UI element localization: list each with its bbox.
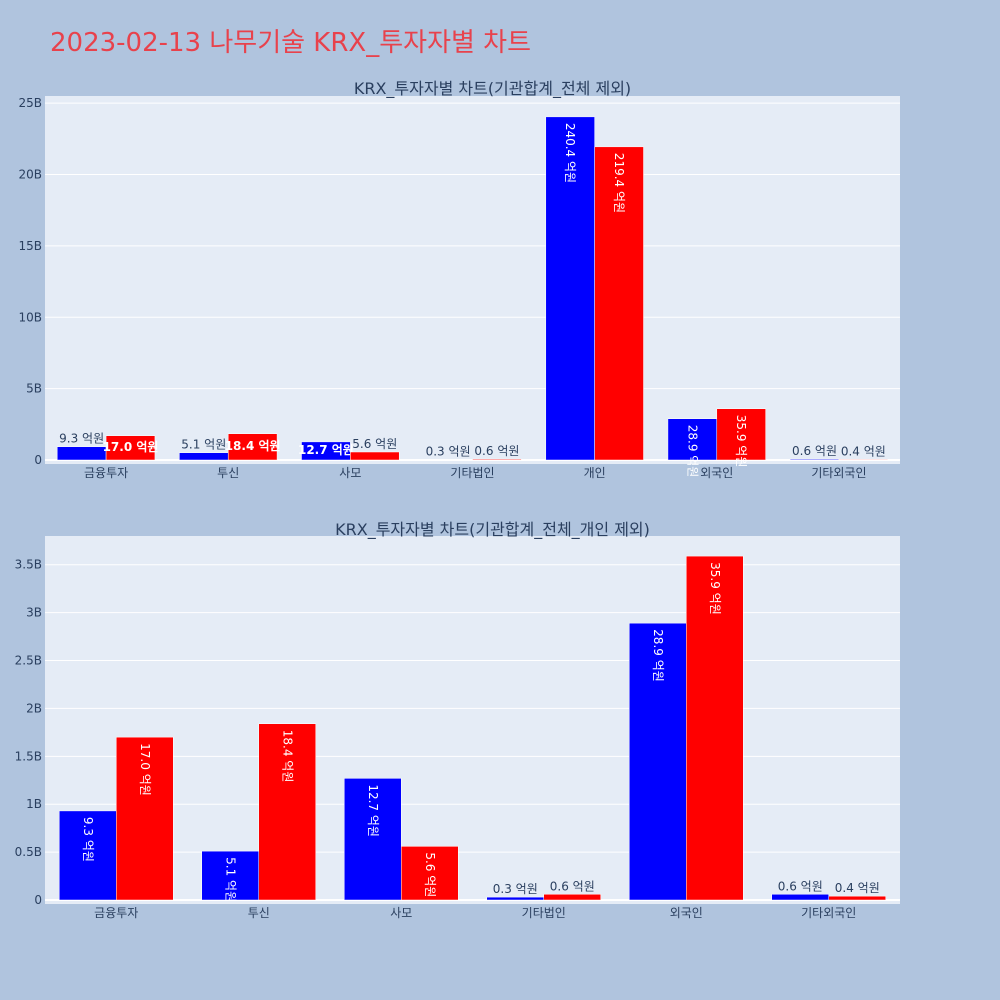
chart-1: 0 5B 10B 15B 20B 25B KRX_투자자별 차트(기관합계_전체 제외) 금융…	[18, 79, 900, 480]
x-tick-label: 기타외국인	[811, 466, 866, 480]
data-label: 9.3 억원	[81, 817, 95, 862]
chart-title: KRX_투자자별 차트(기관합계_전체 제외)	[354, 79, 631, 99]
y-tick-label: 0.5B	[15, 845, 42, 859]
y-tick-label: 10B	[18, 310, 42, 324]
data-label: 17.0 억원	[103, 440, 159, 454]
bar-sell	[594, 146, 644, 461]
data-label: 0.4 억원	[835, 881, 880, 895]
data-label: 18.4 억원	[280, 730, 294, 783]
bar-sell	[686, 555, 744, 901]
bar-sell	[401, 846, 459, 901]
data-label: 17.0 억원	[138, 743, 152, 796]
bar-buy	[56, 446, 107, 461]
bar-buy	[344, 778, 402, 901]
bar-sell	[227, 433, 278, 461]
bar-buy	[59, 810, 117, 901]
data-label: 5.1 억원	[181, 438, 226, 452]
bar-sell	[105, 435, 156, 461]
data-label: 240.4 억원	[563, 123, 577, 183]
bar-buy	[667, 418, 718, 461]
data-label: 18.4 억원	[225, 439, 281, 453]
y-tick-label: 3B	[26, 606, 42, 620]
data-label: 28.9 억원	[651, 629, 665, 682]
bar-sell	[716, 408, 766, 461]
data-label: 28.9 억원	[685, 425, 699, 478]
bar-buy	[201, 850, 259, 901]
data-label: 5.6 억원	[352, 437, 397, 451]
bar-sell	[116, 736, 174, 901]
data-label: 0.6 억원	[550, 879, 595, 893]
bar-sell	[258, 723, 316, 901]
data-label: 0.6 억원	[474, 444, 519, 458]
y-tick-label: 5B	[26, 382, 42, 396]
y-tick-label: 25B	[18, 96, 42, 110]
data-label: 219.4 억원	[612, 153, 626, 213]
bar-buy	[545, 116, 595, 461]
y-tick-label: 0	[34, 893, 42, 907]
page-title: 2023-02-13 나무기술 KRX_투자자별 차트	[50, 28, 532, 58]
bar-buy	[301, 441, 351, 461]
x-tick-label: 기타외국인	[801, 906, 856, 920]
data-label: 5.6 억원	[423, 852, 437, 897]
x-tick-label: 투신	[248, 906, 270, 920]
bar-buy	[423, 459, 473, 461]
bar-buy	[771, 894, 829, 901]
bar-sell	[543, 894, 601, 901]
x-tick-label: 금융투자	[84, 466, 128, 480]
bar-buy	[486, 896, 544, 901]
y-tick-label: 15B	[18, 239, 42, 253]
chart-title: KRX_투자자별 차트(기관합계_전체_개인 제외)	[335, 520, 650, 540]
bar-buy	[179, 452, 229, 461]
data-label: 0.6 억원	[778, 879, 823, 893]
plot-area	[45, 536, 900, 904]
data-label: 0.3 억원	[493, 882, 538, 896]
data-label: 35.9 억원	[708, 562, 722, 615]
data-label: 9.3 억원	[59, 432, 104, 446]
x-tick-label: 외국인	[700, 466, 733, 480]
x-tick-label: 금융투자	[94, 906, 138, 920]
data-label: 12.7 억원	[298, 443, 354, 457]
bar-buy	[629, 622, 687, 901]
x-tick-label: 기타법인	[450, 466, 494, 480]
data-label: 0.6 억원	[792, 444, 837, 458]
data-label: 0.3 억원	[426, 445, 471, 459]
x-tick-label: 기타법인	[522, 906, 566, 920]
y-tick-label: 0	[34, 453, 42, 467]
y-tick-label: 2.5B	[15, 654, 42, 668]
data-label: 0.4 억원	[841, 444, 886, 458]
y-tick-label: 1.5B	[15, 749, 42, 763]
chart-2: 0 0.5B 1B 1.5B 2B 2.5B 3B 3.5B KRX_투자자별 차트(기관합계_…	[15, 520, 900, 920]
y-tick-label: 20B	[18, 168, 42, 182]
y-tick-label: 1B	[26, 797, 42, 811]
x-tick-label: 투신	[217, 466, 239, 480]
data-label: 5.1 억원	[223, 857, 237, 902]
y-tick-label: 2B	[26, 701, 42, 715]
bar-sell	[838, 459, 889, 461]
x-tick-label: 사모	[390, 906, 412, 920]
bar-sell	[828, 895, 886, 901]
bar-buy	[789, 458, 840, 461]
x-tick-label: 사모	[339, 466, 361, 480]
x-tick-label: 외국인	[670, 906, 703, 920]
data-label: 12.7 억원	[366, 784, 380, 837]
y-tick-label: 3.5B	[15, 558, 42, 572]
bar-sell	[472, 458, 522, 461]
bar-sell	[350, 451, 400, 461]
data-label: 35.9 억원	[734, 415, 748, 468]
x-tick-label: 개인	[584, 466, 606, 480]
plot-area	[45, 96, 900, 464]
